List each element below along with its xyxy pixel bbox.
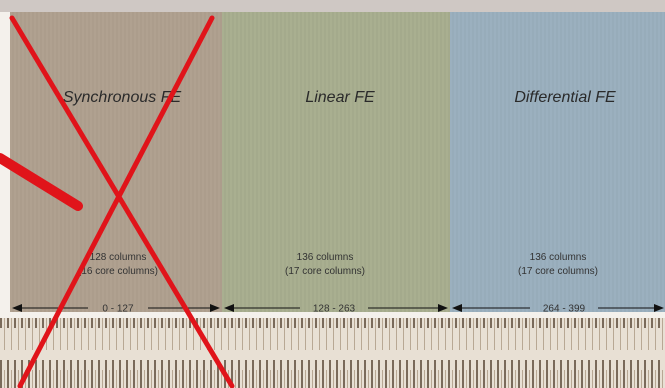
region-title: Differential FE	[514, 89, 616, 106]
range: 0 - 127	[102, 304, 134, 315]
columns: 136 columns	[530, 252, 587, 263]
region-title: Linear FE	[305, 89, 375, 106]
chip-diagram: Synchronous FE Linear FE Differential FE…	[0, 0, 665, 388]
page: Synchronous FE Linear FE Differential FE…	[0, 0, 665, 388]
region-title: Synchronous FE	[63, 89, 182, 106]
columns: 128 columns	[90, 252, 147, 263]
core-columns: (17 core columns)	[285, 266, 365, 277]
core-columns: (17 core columns)	[518, 266, 598, 277]
top-strip	[0, 0, 665, 12]
range: 128 - 263	[313, 304, 356, 315]
core-columns: (16 core columns)	[78, 266, 158, 277]
bottom-periphery	[0, 318, 665, 388]
range: 264 - 399	[543, 304, 586, 315]
columns: 136 columns	[297, 252, 354, 263]
